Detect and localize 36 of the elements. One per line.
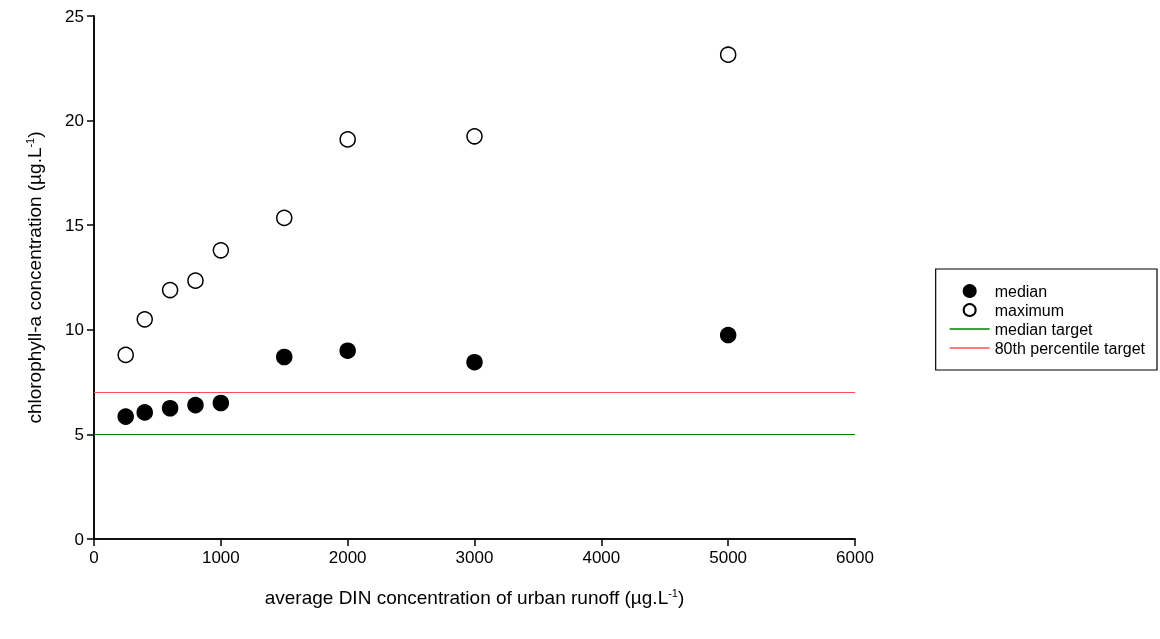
x-tick-label: 0 <box>89 548 99 567</box>
point <box>466 353 483 371</box>
point <box>117 346 134 364</box>
x-tick-label: 4000 <box>582 548 621 567</box>
point <box>719 326 737 344</box>
point <box>136 311 153 328</box>
y-tick-label: 10 <box>65 320 84 340</box>
legend-label: maximum <box>994 301 1065 319</box>
x-tick-label: 1000 <box>201 548 240 567</box>
point <box>161 281 179 299</box>
y-tick-label: 0 <box>74 529 84 549</box>
point <box>339 131 356 148</box>
y-tick-label: 5 <box>74 424 84 444</box>
point <box>212 394 230 412</box>
point <box>117 408 134 425</box>
y-tick-label: 25 <box>65 6 84 26</box>
legend-label: median <box>994 282 1048 300</box>
y-tick-label: 15 <box>65 215 84 235</box>
legend-label: 80th percentile target <box>994 339 1146 357</box>
y-tick-label: 20 <box>65 111 84 131</box>
x-tick-label: 3000 <box>455 548 494 567</box>
point <box>339 342 356 359</box>
point <box>276 348 293 366</box>
legend-label: median target <box>994 320 1094 338</box>
point <box>212 242 230 259</box>
point <box>161 400 179 417</box>
point <box>187 272 204 289</box>
x-tick-label: 5000 <box>709 548 748 567</box>
x-tick-label: 2000 <box>328 548 367 567</box>
x-tick-label: 6000 <box>836 548 874 567</box>
point <box>276 209 293 227</box>
y-axis-title: chlorophyll-a concentration (µg.L-1) <box>23 131 45 424</box>
point <box>466 128 483 145</box>
point <box>187 396 204 414</box>
point <box>719 46 737 63</box>
point <box>136 404 153 421</box>
